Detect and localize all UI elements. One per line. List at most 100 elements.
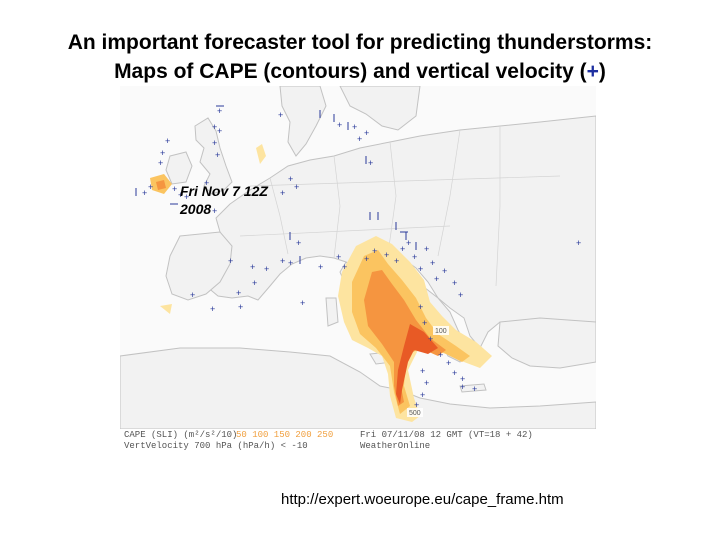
svg-text:+: + <box>172 184 177 194</box>
svg-text:+: + <box>252 278 257 288</box>
svg-text:+: + <box>418 302 423 312</box>
svg-text:+: + <box>288 258 293 268</box>
svg-text:+: + <box>442 266 447 276</box>
svg-text:+: + <box>420 390 425 400</box>
svg-text:+: + <box>264 264 269 274</box>
svg-text:+: + <box>364 254 369 264</box>
svg-text:+: + <box>190 290 195 300</box>
cape-patch-atlantic-inner <box>156 180 166 190</box>
cape-label-100: 100 <box>435 328 447 335</box>
caption-source: WeatherOnline <box>360 441 431 451</box>
svg-text:+: + <box>296 238 301 248</box>
svg-text:+: + <box>434 274 439 284</box>
svg-text:+: + <box>280 188 285 198</box>
svg-text:+: + <box>294 182 299 192</box>
svg-text:+: + <box>460 374 465 384</box>
forecast-date-line-1: Fri Nov 7 12Z <box>180 183 268 199</box>
svg-text:+: + <box>300 298 305 308</box>
continental-europe <box>199 115 596 349</box>
forecast-date-line-2: 2008 <box>180 201 212 217</box>
vertical-velocity-dashes <box>135 105 417 264</box>
svg-text:+: + <box>418 264 423 274</box>
cape-map: 100 500 + + + + + + + + + + + + + + + + + + + + + + + + + +… <box>120 86 596 429</box>
scandinavia <box>279 86 327 157</box>
vertical-velocity-markers: ++ ++ +++ + ++++ +++ + + +++ ++++ ++ ++ ++++ … <box>142 106 581 410</box>
svg-text:+: + <box>472 384 477 394</box>
svg-text:+: + <box>458 290 463 300</box>
svg-text:+: + <box>452 278 457 288</box>
svg-text:+: + <box>406 238 411 248</box>
svg-text:+: + <box>336 252 341 262</box>
svg-text:+: + <box>288 174 293 184</box>
svg-text:+: + <box>424 378 429 388</box>
svg-text:+: + <box>372 246 377 256</box>
svg-text:+: + <box>228 256 233 266</box>
svg-text:+: + <box>384 250 389 260</box>
cape-adriatic-high <box>364 270 446 406</box>
svg-text:+: + <box>342 262 347 272</box>
plus-symbol: + <box>586 60 599 83</box>
svg-text:+: + <box>148 182 153 192</box>
svg-text:+: + <box>446 358 451 368</box>
svg-text:+: + <box>357 134 362 144</box>
svg-text:+: + <box>142 188 147 198</box>
svg-text:+: + <box>160 148 165 158</box>
title-line-2-text: Maps of CAPE (contours) and vertical vel… <box>114 60 587 83</box>
svg-text:+: + <box>364 128 369 138</box>
svg-text:+: + <box>352 122 357 132</box>
svg-text:+: + <box>212 122 217 132</box>
sardinia <box>325 297 339 327</box>
svg-text:+: + <box>318 262 323 272</box>
svg-text:+: + <box>165 136 170 146</box>
ireland <box>165 151 193 185</box>
svg-text:+: + <box>576 238 581 248</box>
caption-legend-levels: 50 100 150 200 250 <box>236 430 334 440</box>
title-line-2-end: ) <box>598 60 606 83</box>
title-line-2: Maps of CAPE (contours) and vertical vel… <box>0 57 720 86</box>
svg-text:+: + <box>238 302 243 312</box>
svg-text:+: + <box>428 334 433 344</box>
forecast-date: Fri Nov 7 12Z 2008 <box>180 182 330 218</box>
turkey <box>497 317 596 369</box>
great-britain <box>194 117 233 195</box>
slide-title: An important forecaster tool for predict… <box>0 28 720 86</box>
svg-text:+: + <box>236 288 241 298</box>
svg-text:+: + <box>424 244 429 254</box>
svg-text:+: + <box>414 400 419 410</box>
svg-text:+: + <box>430 258 435 268</box>
svg-text:+: + <box>184 192 189 202</box>
caption-cape-label: CAPE (SLI) (m²/s²/10) <box>124 430 238 440</box>
caption-vertical-velocity-label: VertVelocity 700 hPa (hPa/h) < -10 <box>124 441 308 451</box>
title-line-1: An important forecaster tool for predict… <box>67 31 653 54</box>
cape-label-500: 500 <box>409 410 421 417</box>
svg-text:+: + <box>420 366 425 376</box>
crete <box>459 383 487 393</box>
caption-valid-time: Fri 07/11/08 12 GMT (VT=18 + 42) <box>360 430 533 440</box>
svg-text:+: + <box>337 120 342 130</box>
map-caption: CAPE (SLI) (m²/s²/10) 50 100 150 200 250… <box>120 429 596 453</box>
scandinavia-east <box>339 86 421 131</box>
iberia <box>165 231 233 301</box>
svg-text:+: + <box>210 304 215 314</box>
cape-patch-west <box>160 304 172 314</box>
cape-adriatic-max <box>396 324 438 404</box>
svg-text:+: + <box>400 244 405 254</box>
cape-patch-scotland <box>256 144 266 164</box>
svg-text:+: + <box>422 318 427 328</box>
source-url: http://expert.woeurope.eu/cape_frame.htm <box>281 491 564 508</box>
country-borders <box>239 126 561 287</box>
svg-text:+: + <box>215 150 220 160</box>
svg-text:+: + <box>460 382 465 392</box>
svg-text:+: + <box>438 350 443 360</box>
svg-text:+: + <box>178 190 183 200</box>
svg-text:+: + <box>217 106 222 116</box>
svg-text:+: + <box>412 252 417 262</box>
svg-text:+: + <box>394 256 399 266</box>
svg-text:+: + <box>280 256 285 266</box>
svg-text:+: + <box>250 262 255 272</box>
svg-text:+: + <box>452 368 457 378</box>
svg-text:+: + <box>212 138 217 148</box>
svg-text:+: + <box>368 158 373 168</box>
svg-text:+: + <box>278 110 283 120</box>
svg-text:+: + <box>158 158 163 168</box>
